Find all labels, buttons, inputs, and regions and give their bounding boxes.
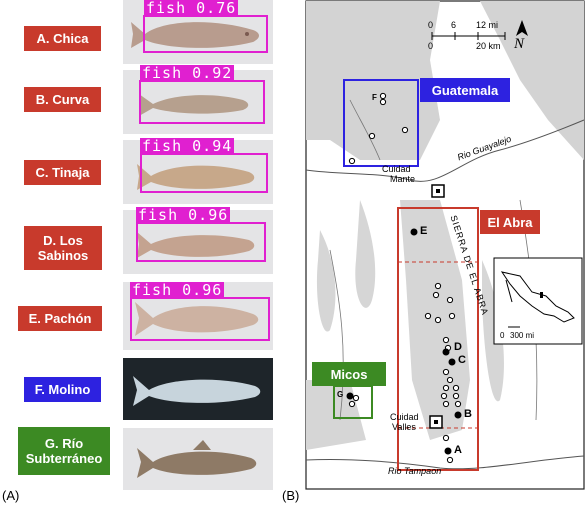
panel-b-caption: (B) xyxy=(282,488,300,503)
detection-box-los-sabinos xyxy=(136,222,266,262)
scale-km-20: 20 km xyxy=(476,41,501,51)
detection-score-pachon: fish 0.96 xyxy=(130,281,225,299)
fish-image xyxy=(135,302,259,336)
detection-box-pachon xyxy=(130,297,270,341)
site-letter-b: B xyxy=(464,408,472,420)
label-tinaja: C. Tinaja xyxy=(24,160,101,185)
scale-mi-12: 12 mi xyxy=(476,20,499,30)
site-letter-a: A xyxy=(454,444,462,456)
label-los-sabinos: D. Los Sabinos xyxy=(24,226,102,270)
label-molino: F. Molino xyxy=(24,377,101,402)
fish-photo-molino xyxy=(123,358,273,420)
fish-image xyxy=(137,232,255,258)
fish-image xyxy=(131,22,259,48)
detection-score-curva: fish 0.92 xyxy=(140,64,235,82)
detection-box-curva xyxy=(139,80,265,124)
detection-score-tinaja: fish 0.94 xyxy=(140,137,235,155)
site-letter-f: F xyxy=(372,93,377,102)
town-mante-line2: Mante xyxy=(390,174,416,184)
river-tampaon: Rio Tampaon xyxy=(388,466,442,476)
fish-image xyxy=(137,164,255,190)
site-letter-e: E xyxy=(420,225,428,237)
site-letter-c: C xyxy=(458,354,466,366)
site-letter-g: G xyxy=(337,390,344,399)
town-valles-line1: Cuidad xyxy=(390,412,419,422)
fish-image xyxy=(137,440,257,478)
town-valles-line2: Valles xyxy=(392,422,416,432)
scale-km-0: 0 xyxy=(428,41,434,51)
north-label: N xyxy=(514,36,525,52)
detection-score-chica: fish 0.76 xyxy=(144,0,239,17)
inset-scale-300: 300 mi xyxy=(510,331,535,340)
label-pachon: E. Pachón xyxy=(18,306,102,331)
fish-photo-rio-subterraneo xyxy=(123,428,273,490)
site-letter-d: D xyxy=(454,341,462,353)
town-mante-line1: Cuidad xyxy=(382,164,411,174)
detection-box-chica xyxy=(143,15,268,53)
region-micos: Micos xyxy=(312,362,386,386)
fish-image xyxy=(139,94,249,116)
label-chica: A. Chica xyxy=(24,26,101,51)
panel-a-caption: (A) xyxy=(2,488,20,503)
label-rio-subterraneo: G. Río Subterráneo xyxy=(18,427,110,475)
scale-mi-0: 0 xyxy=(428,20,434,30)
scale-mi-6: 6 xyxy=(451,20,457,30)
fish-image xyxy=(133,376,261,406)
region-el-abra: El Abra xyxy=(480,210,540,234)
label-curva: B. Curva xyxy=(24,87,101,112)
region-guatemala: Guatemala xyxy=(420,78,510,102)
detection-score-los-sabinos: fish 0.96 xyxy=(136,206,231,224)
inset-scale-0: 0 xyxy=(500,331,505,340)
detection-box-tinaja xyxy=(140,153,268,193)
